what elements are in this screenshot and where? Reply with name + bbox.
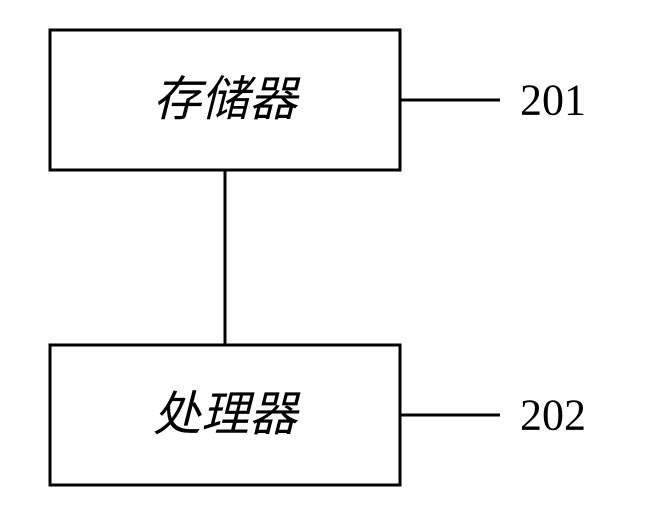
block-memory-label: 存储器 [153,74,301,127]
block-diagram: 存储器 201 处理器 202 [0,0,667,529]
block-processor-label: 处理器 [153,389,301,442]
block-processor-number: 202 [520,391,586,440]
block-memory-number: 201 [520,76,586,125]
